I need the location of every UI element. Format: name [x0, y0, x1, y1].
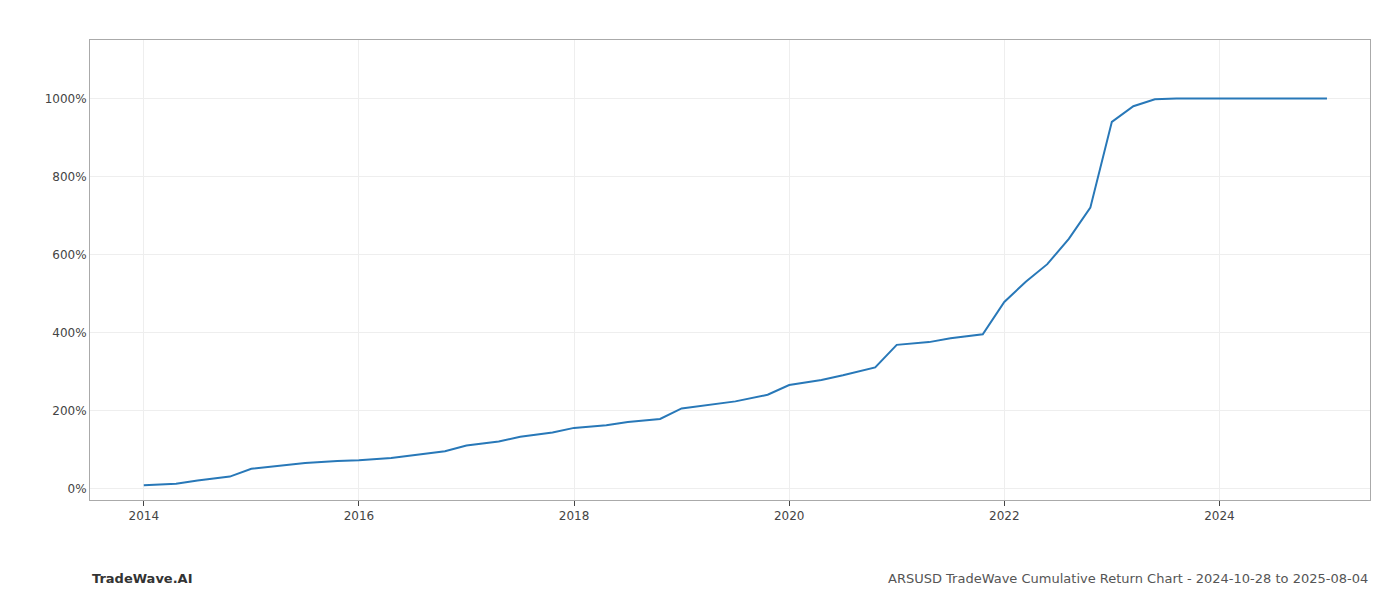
svg-text:1000%: 1000% — [45, 92, 87, 106]
svg-text:0%: 0% — [68, 482, 87, 496]
svg-text:2014: 2014 — [129, 509, 160, 523]
svg-text:2024: 2024 — [1204, 509, 1235, 523]
svg-text:200%: 200% — [52, 404, 86, 418]
svg-text:2016: 2016 — [344, 509, 375, 523]
svg-text:600%: 600% — [52, 248, 86, 262]
svg-text:TradeWave.AI: TradeWave.AI — [92, 571, 193, 586]
svg-text:2018: 2018 — [559, 509, 590, 523]
svg-text:800%: 800% — [52, 170, 86, 184]
svg-text:2022: 2022 — [989, 509, 1020, 523]
svg-text:400%: 400% — [52, 326, 86, 340]
svg-text:ARSUSD TradeWave Cumulative Re: ARSUSD TradeWave Cumulative Return Chart… — [888, 571, 1368, 586]
svg-text:2020: 2020 — [774, 509, 805, 523]
